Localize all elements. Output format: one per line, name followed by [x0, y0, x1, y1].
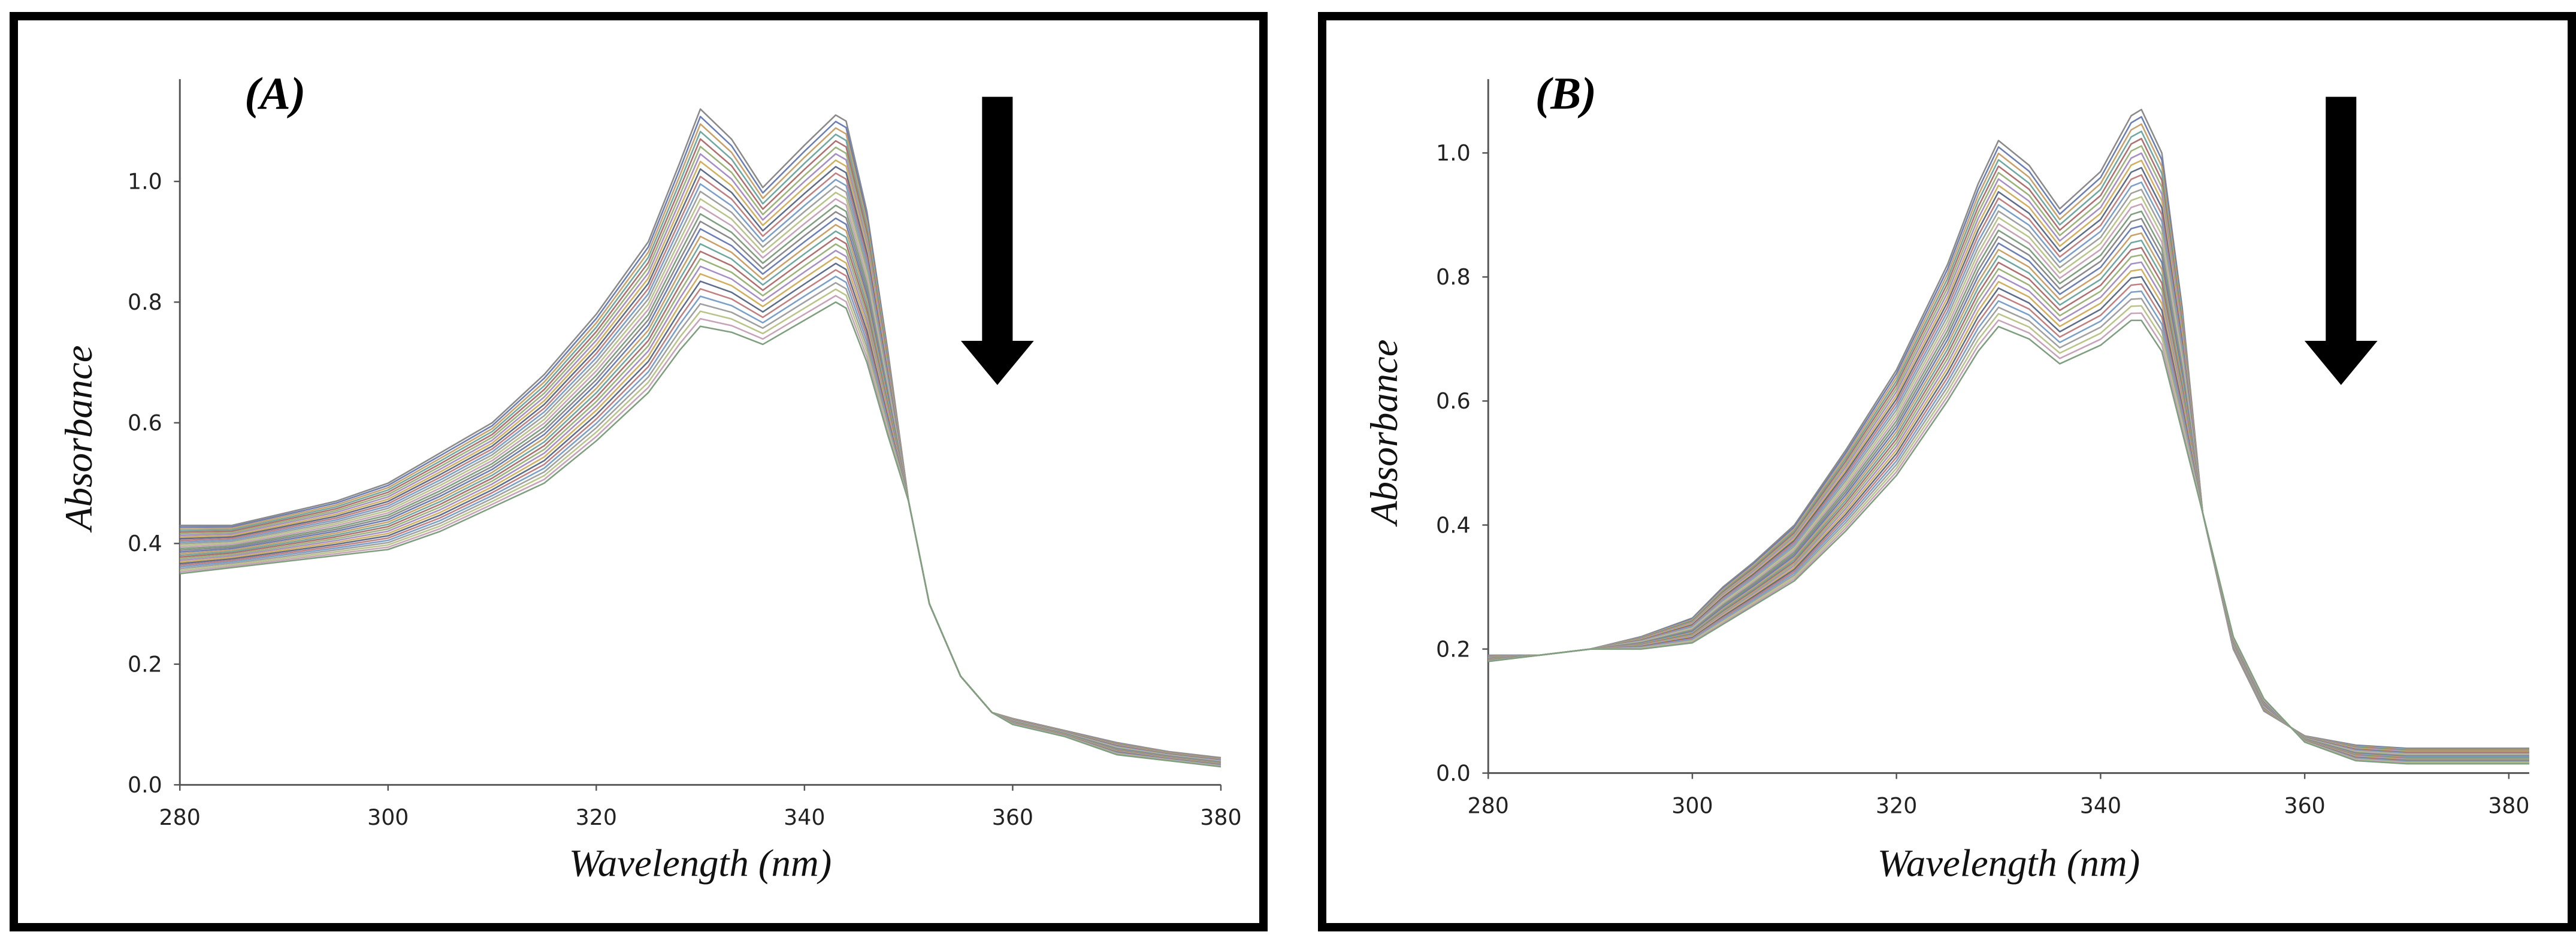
y-tick-label: 0.6 — [128, 410, 162, 436]
y-tick-label: 0.0 — [128, 772, 162, 798]
spectrum-series-line — [180, 276, 1222, 767]
x-tick-label: 340 — [784, 804, 825, 830]
panel-label: (A) — [244, 68, 306, 119]
spectrum-series-line — [1488, 312, 2529, 764]
x-tick-label: 380 — [1200, 804, 1241, 830]
y-tick-label: 0.8 — [128, 289, 162, 315]
spectrum-series-line — [180, 131, 1222, 760]
x-axis-title: Wavelength (nm) — [569, 842, 832, 885]
spectrum-series-line — [180, 185, 1222, 762]
x-tick-label: 320 — [576, 804, 617, 830]
spectrum-series-line — [180, 123, 1222, 760]
x-axis-title: Wavelength (nm) — [1877, 842, 2140, 885]
y-tick-label: 1.0 — [128, 169, 162, 195]
spectrum-series-line — [1488, 261, 2529, 761]
x-tick-label: 360 — [2284, 792, 2325, 818]
spectrum-series-line — [180, 159, 1222, 761]
spectrum-series-line — [180, 211, 1222, 764]
arrow-down-icon — [2304, 341, 2378, 385]
x-tick-label: 360 — [992, 804, 1033, 830]
spectrum-series-line — [180, 138, 1222, 760]
arrow-shaft — [2326, 96, 2357, 344]
y-axis-title: Absorbance — [1363, 340, 1406, 527]
y-tick-label: 0.2 — [128, 652, 162, 677]
spectrum-series-line — [180, 165, 1222, 761]
spectrum-series-line — [180, 198, 1222, 763]
spectrum-series-line — [180, 172, 1222, 761]
chart-b-svg: 0.0 0.2 0.4 0.6 0.8 1.0 280 300 320 340 360 380 Wave… — [1363, 68, 2529, 885]
spectrum-series-line — [1488, 283, 2529, 762]
x-tick-label: 280 — [159, 804, 201, 830]
y-tick-label: 1.0 — [1436, 140, 1471, 166]
chart-panel-a: 0.0 0.2 0.4 0.6 0.8 1.0 280 300 320 340 360 380 Wave… — [10, 12, 1268, 931]
y-tick-label: 0.4 — [1436, 512, 1471, 538]
y-axis-title: Absorbance — [58, 345, 101, 532]
x-tick-label: 380 — [2488, 792, 2529, 818]
panel-label: (B) — [1535, 68, 1597, 119]
y-tick-label: 0.2 — [1436, 636, 1471, 662]
spectrum-series-line — [1488, 291, 2529, 763]
spectrum-series-line — [1488, 305, 2529, 764]
spectrum-series-line — [1488, 319, 2529, 765]
spectrum-series-line — [180, 243, 1222, 765]
x-tick-label: 320 — [1876, 792, 1917, 818]
series-group — [180, 108, 1222, 768]
y-tick-label: 0.4 — [128, 531, 162, 556]
x-tick-label: 300 — [367, 804, 409, 830]
chart-a-svg: 0.0 0.2 0.4 0.6 0.8 1.0 280 300 320 340 360 380 Wave… — [58, 68, 1242, 885]
spectrum-series-line — [180, 217, 1222, 764]
arrow-down-icon — [961, 341, 1034, 385]
x-tick-label: 280 — [1468, 792, 1509, 818]
arrow-shaft — [982, 96, 1013, 344]
y-tick-label: 0.6 — [1436, 388, 1471, 414]
y-tick-label: 0.0 — [1436, 760, 1471, 786]
spectrum-series-line — [180, 301, 1222, 768]
y-tick-label: 0.8 — [1436, 264, 1471, 290]
spectrum-series-line — [1488, 298, 2529, 763]
chart-panel-b: 0.0 0.2 0.4 0.6 0.8 1.0 280 300 320 340 360 380 Wave… — [1318, 12, 2576, 931]
series-group — [1488, 108, 2529, 765]
x-tick-label: 300 — [1671, 792, 1713, 818]
spectrum-series-line — [180, 192, 1222, 763]
spectrum-series-line — [180, 146, 1222, 760]
spectrum-series-line — [1488, 276, 2529, 762]
x-tick-label: 340 — [2080, 792, 2121, 818]
spectrum-series-line — [180, 223, 1222, 764]
spectrum-series-line — [180, 116, 1222, 759]
